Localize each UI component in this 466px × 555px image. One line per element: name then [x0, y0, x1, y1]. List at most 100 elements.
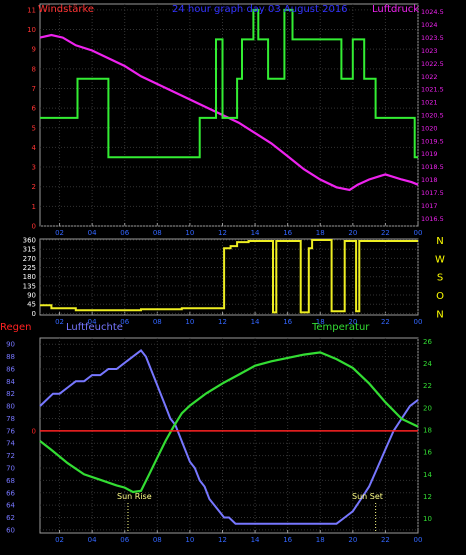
humidity-tick-label: 90	[6, 341, 15, 349]
x-tick-label: 20	[348, 318, 357, 326]
x-tick-label: 04	[88, 318, 97, 326]
temperature-tick-label: 12	[423, 493, 432, 501]
pressure-tick-label: 1024.5	[421, 8, 444, 16]
compass-label: S	[437, 273, 443, 284]
humidity-tick-label: 78	[6, 415, 15, 423]
x-tick-label: 08	[153, 536, 162, 544]
x-tick-label: 22	[381, 318, 390, 326]
wind-speed-tick-label: 8	[32, 65, 36, 73]
x-tick-label: 16	[283, 318, 292, 326]
humidity-tick-label: 86	[6, 365, 15, 373]
wind-speed-series-line	[40, 8, 418, 159]
x-tick-label: 18	[316, 318, 325, 326]
x-tick-label: 00	[414, 318, 423, 326]
rain-tick-label: 0	[32, 427, 36, 435]
sunrise-label: Sun Rise	[117, 492, 152, 501]
pressure-tick-label: 1024	[421, 21, 438, 29]
direction-tick-label: 360	[23, 237, 36, 245]
wind-pressure-panel	[39, 3, 419, 227]
x-tick-label: 10	[185, 318, 194, 326]
direction-tick-label: 180	[23, 273, 36, 281]
x-tick-label: 22	[381, 536, 390, 544]
wind-speed-tick-label: 4	[32, 144, 37, 152]
pressure-tick-label: 1022.5	[421, 60, 444, 68]
humidity-temperature-panel	[39, 337, 419, 534]
wind-speed-tick-label: 0	[32, 223, 36, 231]
direction-tick-label: 315	[23, 246, 36, 254]
x-tick-label: 00	[414, 229, 423, 237]
x-tick-label: 14	[251, 536, 260, 544]
temperature-tick-label: 24	[423, 360, 432, 368]
humidity-tick-label: 76	[6, 427, 15, 435]
wind-speed-label: Windstärke	[38, 4, 94, 15]
humidity-tick-label: 84	[6, 378, 15, 386]
pressure-tick-label: 1021	[421, 99, 438, 107]
direction-tick-label: 135	[23, 282, 36, 290]
humidity-tick-label: 68	[6, 477, 15, 485]
pressure-label: Luftdruck	[372, 4, 419, 15]
wind-speed-tick-label: 7	[32, 85, 36, 93]
wind-speed-tick-label: 6	[32, 105, 37, 113]
pressure-tick-label: 1017.5	[421, 189, 444, 197]
humidity-tick-label: 80	[6, 403, 15, 411]
x-tick-label: 06	[120, 536, 129, 544]
humidity-tick-label: 88	[6, 353, 15, 361]
chart-title: 24 hour graph day 03 August 2016	[172, 4, 348, 15]
pressure-tick-label: 1020	[421, 124, 438, 132]
x-tick-label: 00	[414, 536, 423, 544]
humidity-tick-label: 82	[6, 390, 15, 398]
x-tick-label: 12	[218, 536, 227, 544]
temperature-label: Temperatur	[311, 322, 370, 333]
x-tick-label: 12	[218, 229, 227, 237]
temperature-tick-label: 20	[423, 404, 432, 412]
humidity-tick-label: 60	[6, 526, 15, 534]
humidity-tick-label: 66	[6, 489, 15, 497]
temperature-tick-label: 22	[423, 382, 432, 390]
rain-label: Regen	[0, 322, 32, 333]
humidity-label: Luftfeuchte	[66, 322, 123, 333]
direction-tick-label: 270	[23, 255, 36, 263]
x-tick-label: 08	[153, 229, 162, 237]
x-tick-label: 02	[55, 318, 64, 326]
x-tick-label: 06	[120, 229, 129, 237]
panel3-content: 02 04 06 08 10 12 14 16 18 20 22 00 60 62 64 66 68 70 72 74…	[6, 338, 432, 544]
temperature-tick-label: 10	[423, 515, 432, 523]
pressure-tick-label: 1022	[421, 73, 438, 81]
x-tick-label: 16	[283, 536, 292, 544]
pressure-tick-label: 1019.5	[421, 137, 444, 145]
x-tick-label: 12	[218, 318, 227, 326]
x-tick-label: 04	[88, 536, 97, 544]
direction-tick-label: 90	[27, 292, 36, 300]
wind-speed-tick-label: 1	[32, 203, 36, 211]
x-tick-label: 22	[381, 229, 390, 237]
pressure-tick-label: 1023	[421, 47, 438, 55]
panel2-content: 02 04 06 08 10 12 14 16 18 20 22 000459013518022527…	[23, 236, 445, 326]
compass-label: O	[436, 291, 444, 302]
pressure-series-line	[39, 33, 419, 192]
x-tick-label: 10	[185, 229, 194, 237]
temperature-series-line	[39, 351, 419, 494]
sunset-label: Sun Set	[352, 492, 383, 501]
wind-direction-series-line	[40, 239, 418, 314]
humidity-tick-label: 72	[6, 452, 15, 460]
temperature-tick-label: 18	[423, 426, 432, 434]
pressure-tick-label: 1020.5	[421, 112, 444, 120]
x-tick-label: 08	[153, 318, 162, 326]
wind-speed-tick-label: 11	[27, 6, 36, 14]
temperature-tick-label: 16	[423, 449, 432, 457]
wind-speed-tick-label: 3	[32, 164, 36, 172]
direction-tick-label: 225	[23, 264, 36, 272]
temperature-tick-label: 26	[423, 338, 432, 346]
x-tick-label: 16	[283, 229, 292, 237]
humidity-tick-label: 62	[6, 514, 15, 522]
pressure-tick-label: 1023.5	[421, 34, 444, 42]
x-tick-label: 14	[251, 318, 260, 326]
compass-label: N	[436, 236, 443, 247]
compass-label: N	[436, 309, 443, 320]
humidity-series-line	[39, 349, 419, 525]
x-tick-label: 18	[316, 536, 325, 544]
pressure-tick-label: 1018	[421, 176, 438, 184]
pressure-tick-label: 1016.5	[421, 215, 444, 223]
humidity-tick-label: 70	[6, 465, 15, 473]
